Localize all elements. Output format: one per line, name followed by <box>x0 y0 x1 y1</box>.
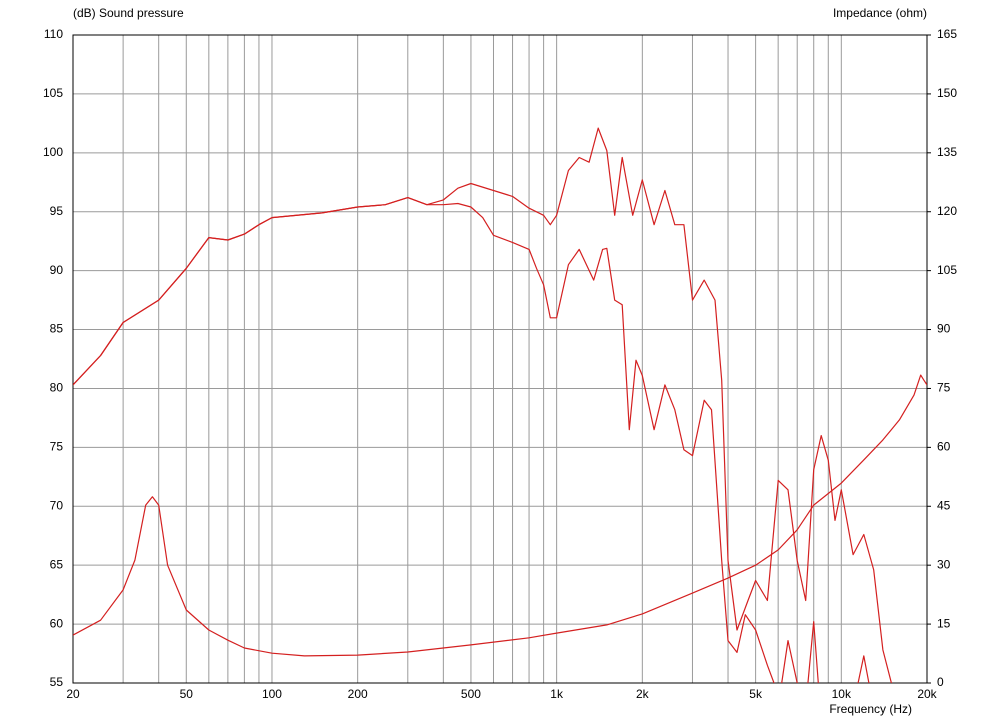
y2-tick-label: 90 <box>937 322 951 336</box>
x-tick-label: 100 <box>262 687 282 701</box>
y-tick-label: 60 <box>50 616 64 630</box>
y-axis-label: (dB) Sound pressure <box>73 6 184 20</box>
y2-tick-label: 165 <box>937 27 957 41</box>
x-tick-label: 2k <box>636 687 650 701</box>
y2-tick-label: 60 <box>937 440 951 454</box>
plot-border <box>72 34 928 684</box>
y-tick-label: 65 <box>50 557 64 571</box>
y2-tick-label: 135 <box>937 145 957 159</box>
y-tick-label: 100 <box>43 145 63 159</box>
y-tick-label: 105 <box>43 86 63 100</box>
y-tick-label: 110 <box>44 27 63 41</box>
y-tick-label: 80 <box>50 381 64 395</box>
y2-tick-label: 120 <box>937 204 957 218</box>
y2-tick-label: 75 <box>937 381 951 395</box>
plot-lines <box>73 127 927 683</box>
series-line <box>73 374 927 657</box>
x-tick-label: 1k <box>550 687 564 701</box>
y-tick-label: 55 <box>50 675 64 689</box>
y-tick-label: 95 <box>50 204 64 218</box>
y-tick-label: 90 <box>50 263 64 277</box>
x-tick-label: 20 <box>66 687 80 701</box>
y-tick-label: 85 <box>50 322 64 336</box>
y-tick-label: 70 <box>50 498 64 512</box>
series-line <box>73 197 870 683</box>
x-tick-label: 50 <box>180 687 194 701</box>
y-tick-label: 75 <box>50 440 64 454</box>
y2-tick-label: 150 <box>937 86 957 100</box>
x-tick-label: 20k <box>917 687 937 701</box>
x-tick-label: 500 <box>461 687 481 701</box>
x-axis-label: Frequency (Hz) <box>829 702 912 716</box>
y2-tick-label: 45 <box>937 498 951 512</box>
y2-tick-label: 15 <box>937 616 951 630</box>
x-tick-label: 10k <box>832 687 852 701</box>
x-tick-label: 5k <box>749 687 763 701</box>
y2-tick-label: 30 <box>937 557 951 571</box>
y2-tick-label: 0 <box>937 675 944 689</box>
y2-axis-label: Impedance (ohm) <box>833 6 927 20</box>
x-tick-label: 200 <box>348 687 368 701</box>
y2-tick-label: 105 <box>937 263 957 277</box>
